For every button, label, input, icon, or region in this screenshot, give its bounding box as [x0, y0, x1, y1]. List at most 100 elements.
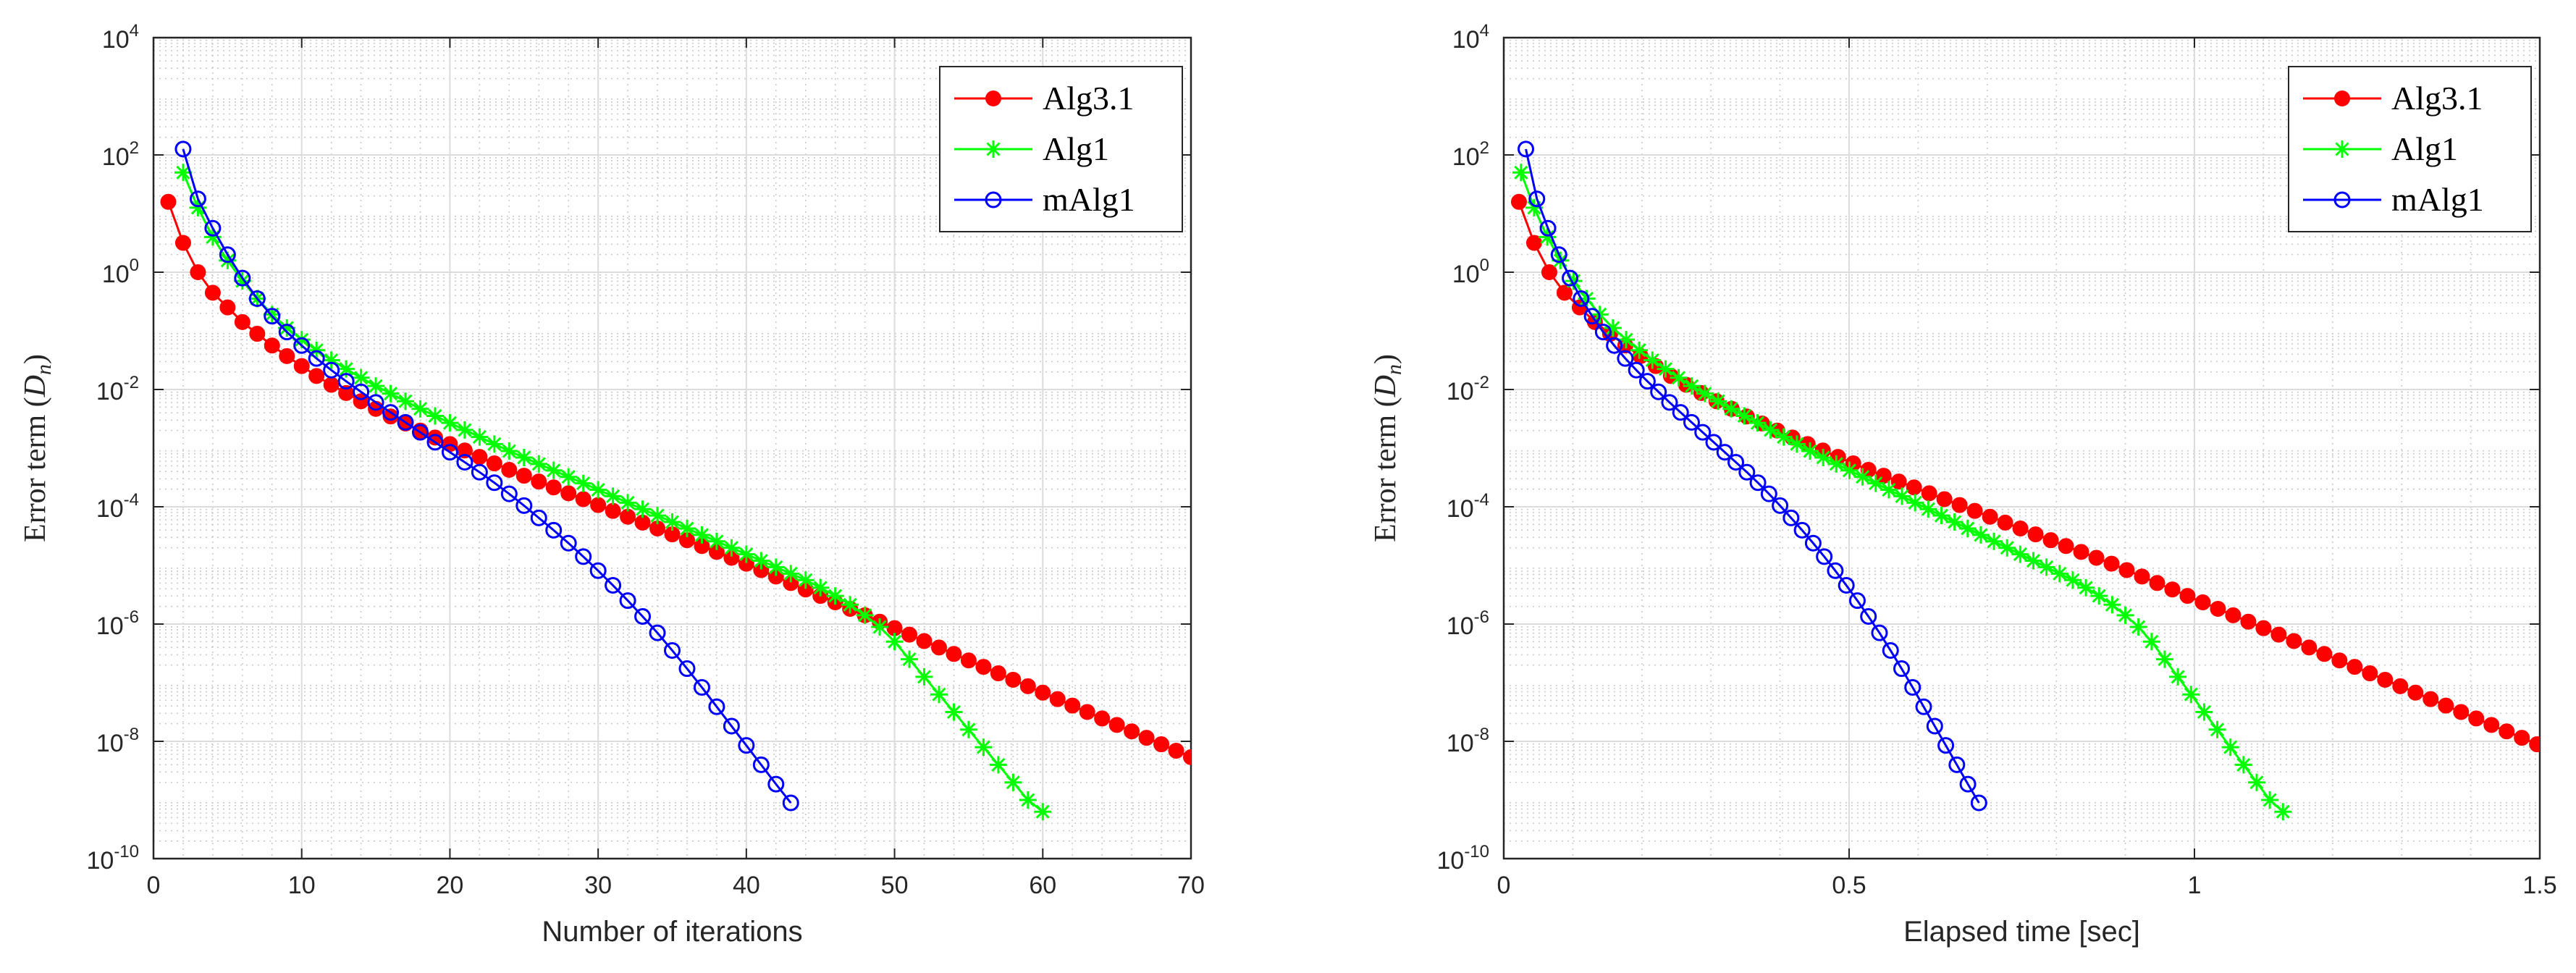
- data-point-Alg3.1: [2392, 678, 2409, 694]
- data-point-mAlg1: [397, 413, 414, 431]
- data-point-Alg3.1: [1079, 704, 1095, 720]
- data-point-Alg1: [975, 738, 993, 757]
- data-point-mAlg1: [619, 592, 636, 610]
- data-point-mAlg1: [1562, 269, 1579, 287]
- data-point-mAlg1: [353, 383, 370, 400]
- data-point-mAlg1: [589, 562, 607, 579]
- data-point-mAlg1: [1782, 509, 1800, 526]
- data-point-Alg3.1: [1168, 742, 1184, 759]
- data-point-Alg3.1: [264, 337, 280, 354]
- legend-label-mAlg1: mAlg1: [1043, 181, 1135, 218]
- data-point-Alg1: [1761, 421, 1780, 439]
- x-tick-label: 1: [2188, 872, 2202, 899]
- data-point-mAlg1: [1716, 444, 1733, 461]
- data-point-mAlg1: [411, 424, 429, 441]
- data-point-Alg3.1: [308, 368, 325, 384]
- y-tick-label: 102: [102, 138, 139, 171]
- data-point-Alg3.1: [1936, 491, 1953, 507]
- data-point-Alg1: [1525, 198, 1543, 216]
- data-point-Alg1: [1880, 481, 1898, 499]
- data-point-mAlg1: [1882, 641, 1899, 659]
- data-point-mAlg1: [1650, 383, 1667, 400]
- legend-label-mAlg1: mAlg1: [2391, 181, 2484, 218]
- data-point-Alg1: [560, 468, 578, 486]
- data-point-Alg3.1: [2377, 671, 2394, 688]
- data-point-Alg1: [2011, 545, 2029, 563]
- chart-elapsed-time: 0 0.5 1 1.5 104 102 100 10-2 10-4 10-6 10-8 10-10 El…: [1369, 21, 2557, 948]
- data-point-Alg1: [2129, 618, 2147, 636]
- data-point-Alg1: [1565, 272, 1583, 290]
- data-point-mAlg1: [1772, 497, 1789, 514]
- legend-marker-Alg3.1: [2334, 90, 2350, 106]
- data-point-Alg3.1: [2438, 697, 2454, 714]
- data-point-Alg1: [1722, 400, 1741, 418]
- data-point-Alg1: [2090, 587, 2108, 605]
- data-point-Alg3.1: [1049, 691, 1066, 707]
- data-point-Alg1: [530, 455, 548, 473]
- y-axis-title: Error term (Dn): [1369, 354, 1406, 542]
- data-point-mAlg1: [560, 534, 577, 552]
- series-Alg3.1: [160, 193, 1191, 765]
- data-point-Alg1: [189, 198, 207, 216]
- data-point-Alg1: [1788, 435, 1806, 453]
- legend-label-Alg1: Alg1: [1043, 130, 1109, 167]
- data-point-mAlg1: [1915, 698, 1932, 715]
- data-point-Alg3.1: [2103, 555, 2120, 572]
- ticks: [1503, 37, 2541, 859]
- data-point-Alg1: [1034, 803, 1052, 821]
- y-tick-label: 104: [102, 21, 139, 54]
- data-point-Alg1: [1643, 351, 1662, 369]
- y-tick-label: 10-4: [1447, 490, 1489, 523]
- data-point-mAlg1: [1606, 337, 1623, 354]
- data-point-Alg1: [203, 228, 222, 246]
- data-point-Alg3.1: [2316, 646, 2333, 662]
- data-point-Alg3.1: [2012, 520, 2029, 536]
- x-tick-label: 10: [288, 872, 316, 899]
- legend: Alg3.1 Alg1 mAlg1: [2288, 66, 2532, 232]
- data-point-Alg1: [1906, 494, 1924, 512]
- data-point-mAlg1: [189, 190, 206, 208]
- data-point-mAlg1: [1727, 453, 1745, 471]
- data-point-mAlg1: [1848, 592, 1866, 610]
- y-tick-label: 10-10: [86, 842, 139, 875]
- data-point-Alg1: [2221, 738, 2239, 757]
- data-point-Alg3.1: [1556, 285, 1573, 301]
- data-point-mAlg1: [1661, 394, 1678, 411]
- data-point-Alg1: [2116, 606, 2134, 624]
- data-point-Alg3.1: [486, 455, 502, 472]
- data-point-Alg1: [1814, 448, 1832, 466]
- data-point-Alg1: [856, 606, 874, 624]
- data-point-Alg1: [1893, 487, 1911, 505]
- chart-iterations: 0 10 20 30 40 50 60 70 104 102 100 10-2 10-4 10-6 10-8…: [19, 21, 1205, 948]
- data-point-mAlg1: [1838, 577, 1855, 594]
- data-point-Alg3.1: [293, 358, 310, 374]
- data-point-Alg3.1: [560, 485, 577, 502]
- data-point-Alg3.1: [575, 491, 592, 507]
- data-point-mAlg1: [219, 246, 236, 264]
- data-point-Alg1: [1019, 791, 1037, 809]
- data-point-Alg1: [930, 686, 948, 704]
- y-tick-label: 10-8: [1447, 725, 1489, 757]
- data-point-Alg1: [1539, 228, 1557, 246]
- y-tick-label: 10-6: [1447, 607, 1489, 640]
- data-point-Alg3.1: [204, 285, 221, 301]
- data-point-mAlg1: [337, 373, 355, 390]
- data-point-Alg3.1: [1951, 497, 1968, 513]
- axes-box: [1502, 36, 2541, 860]
- series-mAlg1: [174, 140, 799, 812]
- data-point-Alg3.1: [323, 376, 340, 393]
- data-point-Alg1: [901, 650, 919, 668]
- y-tick-label: 10-6: [96, 607, 139, 640]
- data-point-Alg3.1: [190, 264, 206, 280]
- data-point-Alg1: [1801, 442, 1819, 460]
- data-point-Alg1: [233, 272, 251, 290]
- y-tick-label: 104: [1452, 21, 1489, 54]
- data-point-Alg1: [1578, 290, 1596, 308]
- data-point-Alg1: [352, 368, 370, 387]
- data-point-Alg1: [2103, 596, 2121, 614]
- data-point-Alg3.1: [960, 652, 977, 669]
- data-point-Alg3.1: [2514, 730, 2530, 746]
- data-point-Alg1: [426, 407, 444, 425]
- data-point-Alg1: [989, 756, 1007, 774]
- data-point-Alg3.1: [990, 665, 1006, 682]
